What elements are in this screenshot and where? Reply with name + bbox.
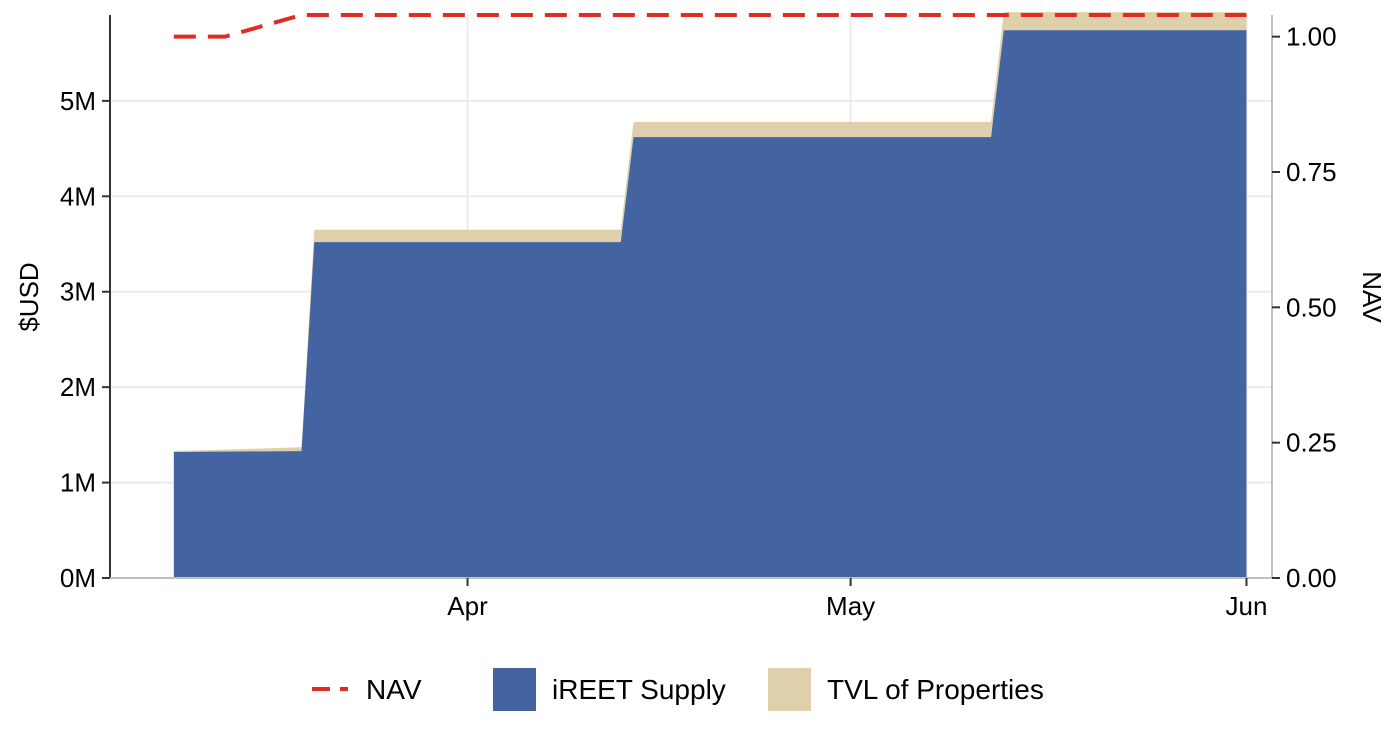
y-tick-label: 4M <box>60 181 96 211</box>
legend-label-tvl-of-properties: TVL of Properties <box>827 674 1044 705</box>
y-tick-label: 5M <box>60 86 96 116</box>
y2-tick-label: 0.75 <box>1286 157 1337 187</box>
y-tick-label: 1M <box>60 468 96 498</box>
legend-key-ireet-supply <box>493 668 536 711</box>
legend-key-tvl-of-properties <box>768 668 811 711</box>
plot-area <box>173 12 1247 579</box>
axes: 0M 1M 2M 3M 4M 5M 0.00 0.25 0.50 0.75 1.00 Apr May Ju… <box>60 15 1337 621</box>
area-ireet-supply <box>173 30 1247 578</box>
y2-tick-label: 0.25 <box>1286 428 1337 458</box>
y2-axis-title: NAV <box>1357 271 1387 323</box>
y-tick-label: 3M <box>60 277 96 307</box>
y-axis-title: $USD <box>14 262 44 331</box>
legend-label-ireet-supply: iREET Supply <box>552 674 726 705</box>
y-tick-label: 0M <box>60 563 96 593</box>
y-tick-label: 2M <box>60 372 96 402</box>
y2-tick-label: 0.00 <box>1286 563 1337 593</box>
y2-tick-label: 0.50 <box>1286 292 1337 322</box>
x-tick-label: Apr <box>447 591 488 621</box>
legend: NAV iREET Supply TVL of Properties <box>312 668 1044 711</box>
x-tick-label: May <box>826 591 875 621</box>
legend-label-nav: NAV <box>366 674 422 705</box>
x-tick-label: Jun <box>1226 591 1268 621</box>
y2-tick-label: 1.00 <box>1286 22 1337 52</box>
